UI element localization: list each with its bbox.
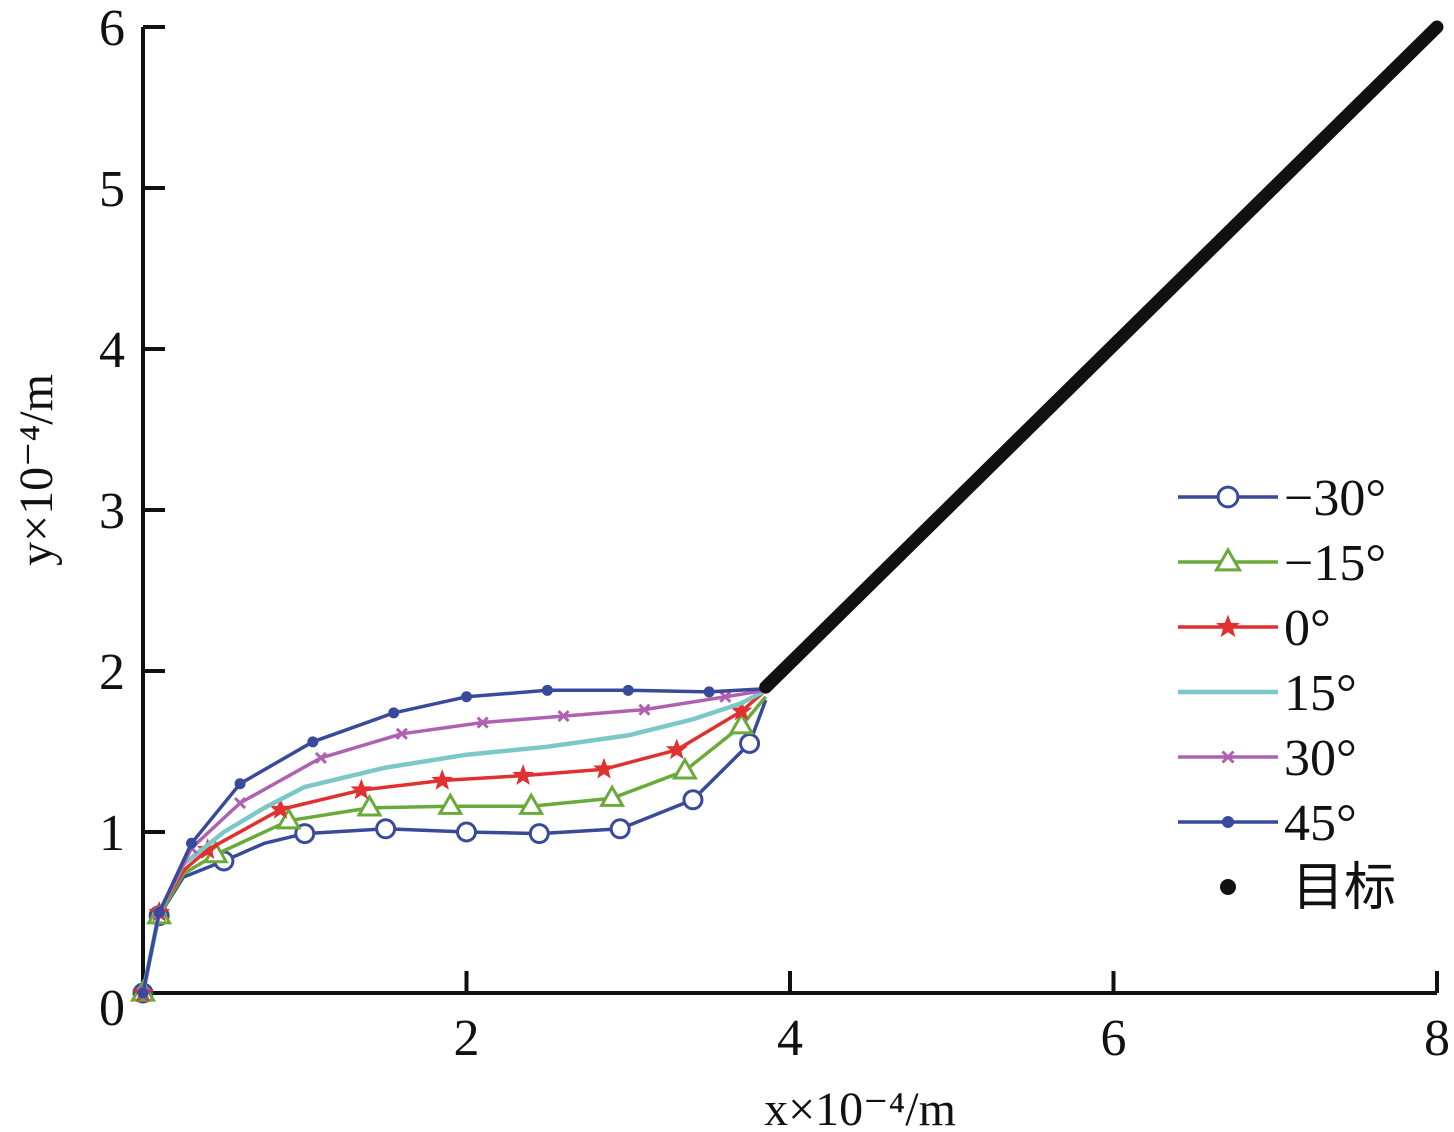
data-point	[233, 796, 247, 810]
data-point	[186, 837, 198, 849]
data-point	[682, 789, 704, 811]
data-point	[437, 792, 464, 815]
legend: −30° −15° 0° 15° 30° 45° 目标	[1178, 470, 1396, 917]
data-point	[388, 707, 400, 719]
y-tick-label: 6	[99, 0, 125, 57]
data-point	[730, 699, 753, 721]
series-3	[140, 688, 767, 994]
data-point	[739, 732, 761, 754]
x-tick-label: 6	[1101, 1010, 1127, 1067]
data-point	[476, 716, 489, 729]
data-point	[137, 987, 149, 999]
data-point	[275, 806, 302, 830]
data-point	[461, 691, 472, 703]
y-tick-label: 2	[99, 644, 125, 701]
axis-tick-labels: 2 4 6 8 0 1 2 3 4 5 6	[99, 0, 1450, 1067]
data-point	[234, 778, 246, 790]
legend-item-target: 目标	[1220, 860, 1396, 917]
axis-ticks	[143, 25, 1439, 993]
data-point	[728, 711, 755, 735]
y-tick-label: 1	[99, 805, 125, 862]
axes	[141, 27, 1437, 995]
y-axis-title: y×10⁻⁴/m	[10, 374, 63, 566]
series-line	[141, 688, 767, 994]
data-point	[703, 686, 715, 698]
series-4	[136, 688, 766, 1000]
y-tick-label: 5	[99, 161, 125, 218]
legend-marker	[1220, 879, 1236, 895]
legend-item: 45°	[1178, 795, 1357, 852]
legend-label: 15°	[1284, 665, 1357, 722]
y-tick-label: 0	[99, 980, 125, 1037]
data-point	[671, 756, 698, 780]
y-tick-label: 3	[99, 483, 125, 540]
x-tick-label: 8	[1424, 1010, 1450, 1067]
data-point	[512, 764, 534, 785]
data-point	[719, 690, 732, 703]
legend-label: −15°	[1284, 535, 1386, 592]
legend-label: 0°	[1284, 600, 1331, 657]
legend-label: 45°	[1284, 795, 1357, 852]
series-line	[141, 695, 768, 994]
legend-marker	[1216, 614, 1240, 638]
series-line	[141, 688, 766, 994]
data-point	[196, 838, 219, 859]
legend-item: −15°	[1178, 535, 1386, 592]
data-point	[356, 793, 383, 817]
series-layer	[129, 684, 768, 1004]
x-tick-label: 4	[777, 1010, 803, 1067]
target-line	[759, 20, 1444, 694]
legend-item: 15°	[1178, 665, 1357, 722]
data-point	[599, 784, 626, 807]
data-point	[375, 818, 397, 840]
data-point	[431, 769, 454, 790]
series-1	[129, 695, 768, 1002]
series-line	[141, 686, 766, 994]
target-layer	[759, 20, 1444, 694]
legend-marker	[1221, 750, 1235, 764]
y-tick-label: 4	[99, 322, 125, 379]
data-point	[528, 823, 550, 845]
data-point	[518, 792, 545, 815]
x-axis-title: x×10⁻⁴/m	[764, 1083, 956, 1132]
series-line	[140, 688, 767, 994]
data-point	[593, 757, 615, 779]
legend-label: 30°	[1284, 730, 1357, 787]
legend-item: 30°	[1178, 730, 1357, 787]
data-point	[456, 821, 477, 843]
series-5	[137, 684, 766, 999]
data-point	[665, 738, 688, 760]
data-point	[269, 798, 292, 819]
x-tick-label: 2	[454, 1010, 480, 1067]
legend-item: 0°	[1178, 600, 1331, 657]
data-point	[307, 736, 319, 748]
data-point	[395, 727, 408, 740]
legend-label: 目标	[1292, 860, 1396, 917]
legend-marker	[1216, 485, 1240, 509]
data-point	[153, 907, 165, 918]
legend-marker	[1213, 546, 1243, 572]
data-point	[314, 751, 327, 765]
legend-marker	[1221, 815, 1235, 829]
data-point	[557, 710, 570, 723]
data-point	[350, 778, 373, 800]
series-2	[132, 688, 767, 1003]
series-0	[132, 699, 768, 1004]
data-point	[541, 684, 553, 696]
data-point	[622, 684, 634, 696]
data-point	[609, 818, 631, 840]
legend-label: −30°	[1284, 470, 1386, 527]
legend-item: −30°	[1178, 470, 1386, 527]
data-point	[638, 703, 651, 716]
